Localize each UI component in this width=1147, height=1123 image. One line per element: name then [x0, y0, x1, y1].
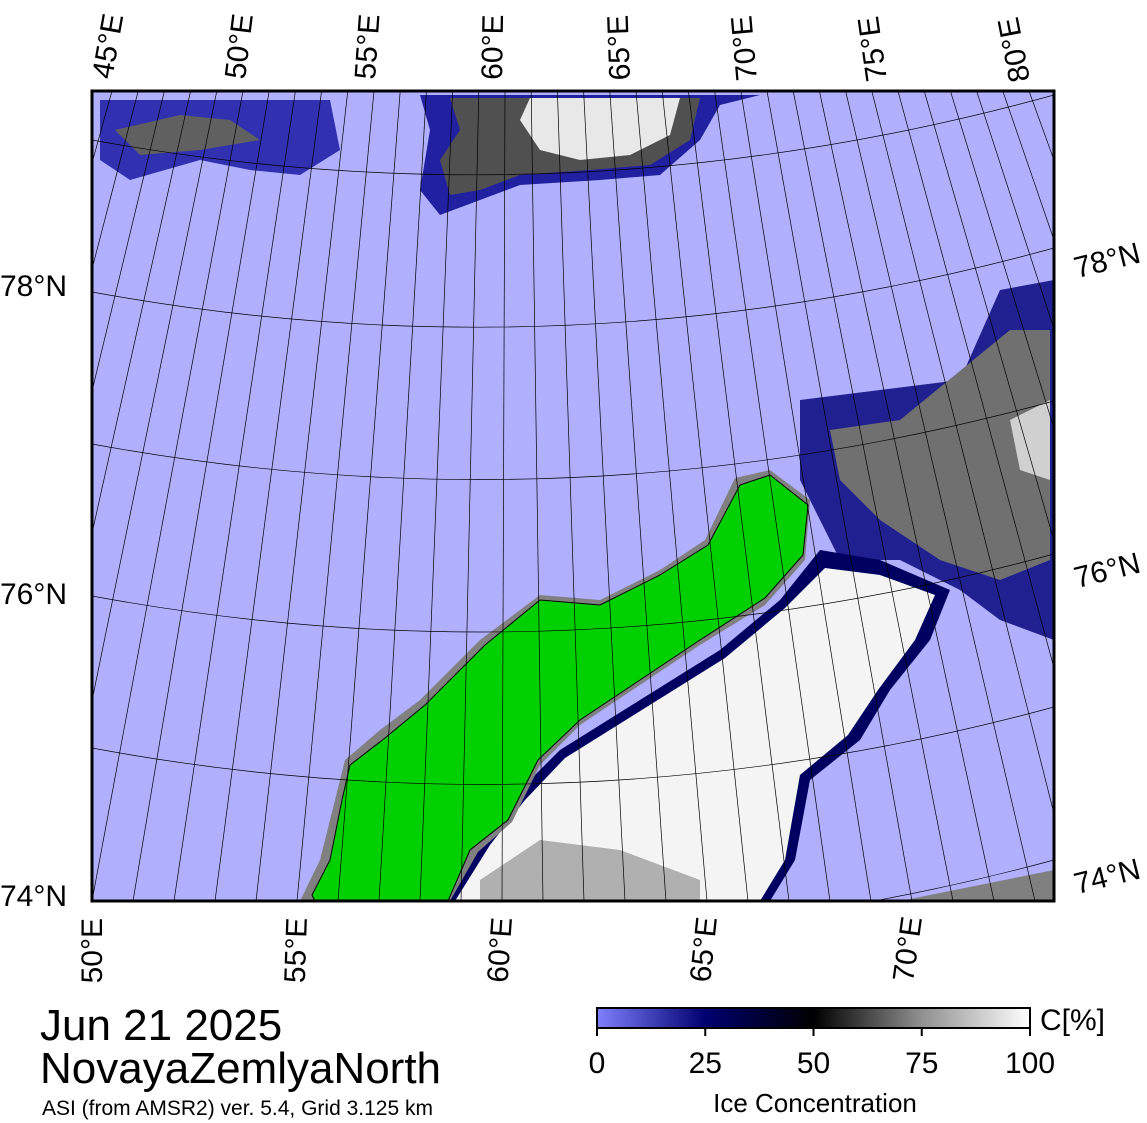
meridian — [378, 91, 427, 901]
meridian — [609, 91, 667, 901]
meridian — [740, 91, 872, 901]
meridian — [635, 91, 708, 901]
longitude-label: 70°E — [887, 914, 929, 983]
latitude-label: 78°N — [0, 270, 67, 303]
longitude-label: 50°E — [76, 918, 109, 983]
meridian — [0, 91, 60, 901]
parallel — [92, 247, 1054, 328]
latitude-label: 74°N — [0, 880, 67, 913]
meridian — [557, 91, 585, 901]
meridian — [583, 91, 626, 901]
meridian — [0, 91, 86, 901]
longitude-label: 65°E — [684, 915, 724, 983]
meridian — [92, 91, 244, 901]
meridian — [766, 91, 913, 901]
ice-pack — [480, 840, 700, 901]
meridian — [132, 91, 270, 901]
parallel — [92, 94, 1054, 176]
meridian — [530, 91, 544, 901]
source: ASI (from AMSR2) ver. 5.4, Grid 3.125 km — [42, 1097, 433, 1120]
longitude-label: 75°E — [852, 14, 894, 83]
colorbar-tick-label: 50 — [797, 1047, 830, 1080]
region: NovayaZemlyaNorth — [40, 1044, 441, 1093]
graticule — [0, 91, 1147, 901]
meridian — [688, 91, 790, 901]
meridian — [337, 91, 401, 901]
longitude-label: 70°E — [725, 14, 764, 82]
longitude-label: 55°E — [279, 917, 314, 984]
colorbar-title: Ice Concentration — [713, 1088, 917, 1118]
meridian — [92, 91, 218, 703]
longitude-label: 45°E — [86, 11, 130, 81]
longitude-label: 50°E — [219, 12, 260, 81]
ice-pack — [830, 330, 1050, 580]
meridian — [501, 91, 506, 901]
meridian — [255, 91, 349, 901]
parallel — [92, 859, 1054, 901]
meridian — [845, 91, 1036, 901]
meridian — [419, 91, 453, 901]
meridian — [792, 91, 954, 901]
meridian — [460, 91, 480, 901]
map-frame — [90, 89, 1056, 903]
parallel — [92, 553, 1054, 633]
map-area — [0, 91, 1147, 901]
longitude-label: 55°E — [349, 13, 386, 81]
meridian — [871, 91, 1054, 816]
meridian — [897, 91, 1054, 670]
meridian — [296, 91, 375, 901]
meridian — [1108, 91, 1147, 901]
colorbar-tick-label: 25 — [689, 1047, 722, 1080]
colorbar-tick-label: 75 — [905, 1047, 938, 1080]
land-mask — [900, 870, 1054, 901]
longitude-label: 80°E — [992, 14, 1037, 84]
meridian — [976, 91, 1054, 331]
longitude-label: 60°E — [476, 14, 510, 80]
latitude-label: 76°N — [1071, 547, 1144, 595]
meridian — [714, 91, 831, 901]
latitude-label: 78°N — [1071, 237, 1144, 285]
coordinate-labels: 45°E 50°E 55°E 60°E 65°E 70°E 75°E 80°E 50°E 55°E… — [0, 11, 1144, 984]
parallel — [92, 400, 1054, 480]
meridian — [1134, 91, 1147, 901]
colorbar — [596, 1007, 1031, 1029]
parallel — [92, 706, 1054, 785]
meridian — [92, 91, 191, 535]
longitude-label: 65°E — [602, 14, 637, 81]
meridian — [0, 91, 7, 901]
longitude-label: 60°E — [482, 916, 519, 984]
meridian — [1055, 91, 1147, 901]
colorbar-ticks: 0 25 50 75 100 — [589, 1028, 1055, 1080]
meridian — [92, 91, 139, 271]
meridian — [0, 91, 33, 901]
land — [311, 474, 809, 901]
meridian — [819, 91, 995, 901]
meridian — [1081, 91, 1147, 901]
date: Jun 21 2025 — [40, 1001, 282, 1050]
colorbar-tick-label: 100 — [1005, 1047, 1055, 1080]
ice-pack — [455, 568, 935, 901]
meridian — [950, 91, 1054, 430]
colorbar-tick-label: 0 — [589, 1047, 606, 1080]
colorbar-unit: C[%] — [1040, 1004, 1105, 1037]
latitude-label: 74°N — [1071, 853, 1144, 901]
meridian — [923, 91, 1054, 542]
ice-pack — [520, 98, 680, 160]
meridian — [214, 91, 322, 901]
meridian — [173, 91, 296, 901]
meridian — [92, 91, 165, 393]
meridian — [661, 91, 749, 901]
meridian — [1002, 91, 1054, 242]
latitude-label: 76°N — [0, 578, 67, 611]
ice-pack — [1010, 400, 1050, 480]
